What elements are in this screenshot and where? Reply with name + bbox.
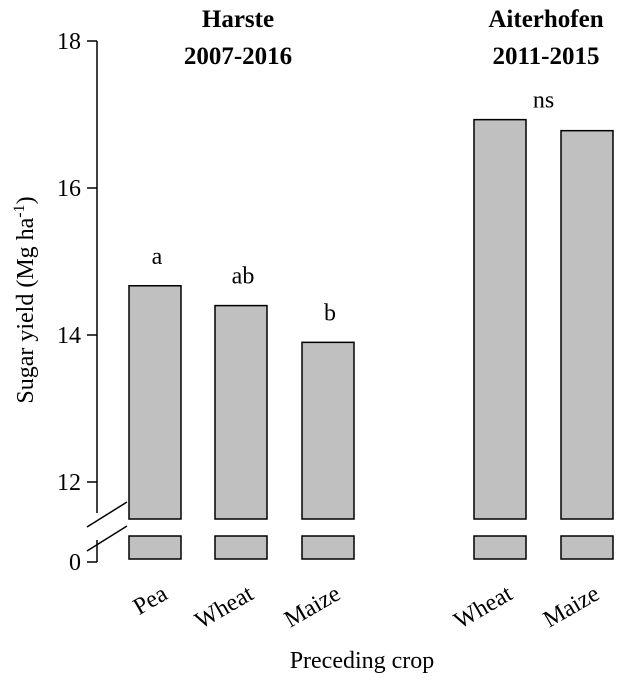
- y-tick-label: 12: [57, 470, 81, 496]
- bar-lower-segment: [473, 535, 527, 560]
- significance-letter: ns: [533, 88, 554, 114]
- bar: [214, 304, 268, 520]
- x-tick-label: Maize: [280, 581, 345, 634]
- y-axis-title: Sugar yield (Mg ha-1): [11, 196, 39, 403]
- x-axis-title: Preceding crop: [290, 648, 435, 674]
- bar: [128, 285, 182, 520]
- group-subtitle: 2011-2015: [493, 43, 600, 70]
- axis-break-mark: [86, 501, 128, 528]
- significance-letter: b: [324, 300, 336, 326]
- bar-lower-segment: [214, 535, 268, 560]
- y-tick-label: 0: [69, 550, 81, 576]
- x-tick-label: Wheat: [191, 581, 259, 635]
- group-subtitle: 2007-2016: [184, 43, 292, 70]
- bar: [301, 341, 355, 520]
- y-tick-label: 18: [57, 29, 81, 55]
- bar-lower-segment: [128, 535, 182, 560]
- x-tick-label: Pea: [129, 581, 172, 621]
- bar-lower-segment: [560, 535, 614, 560]
- y-tick-label: 16: [57, 176, 81, 202]
- axis-break-mark: [86, 525, 128, 552]
- bar: [560, 129, 614, 520]
- bar-lower-segment: [301, 535, 355, 560]
- significance-letter: a: [152, 244, 163, 270]
- x-tick-label: Maize: [539, 581, 604, 634]
- group-title: Harste: [202, 6, 274, 33]
- y-tick-label: 14: [57, 323, 81, 349]
- x-tick-label: Wheat: [450, 581, 518, 635]
- significance-letter: ab: [232, 264, 255, 290]
- group-title: Aiterhofen: [488, 6, 603, 33]
- bar: [473, 118, 527, 520]
